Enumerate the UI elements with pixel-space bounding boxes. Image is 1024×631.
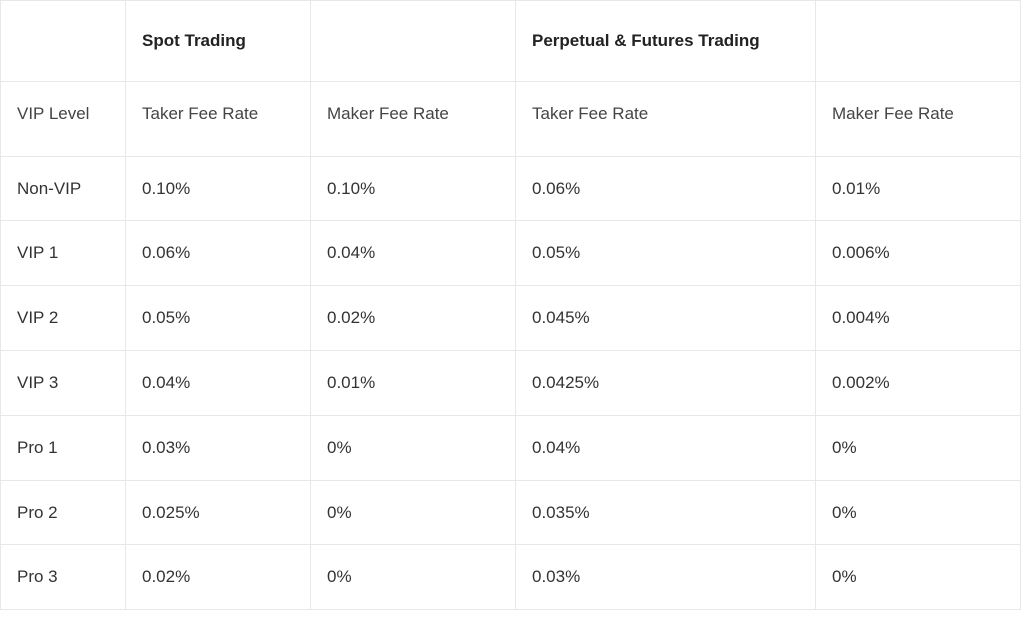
category-header-spot: Spot Trading	[126, 1, 311, 82]
cell-level: VIP 2	[1, 286, 126, 351]
table-row: Pro 3 0.02% 0% 0.03% 0%	[1, 545, 1021, 610]
cell-value: 0.10%	[126, 156, 311, 221]
cell-value: 0.035%	[516, 480, 816, 545]
category-header-perp: Perpetual & Futures Trading	[516, 1, 816, 82]
table-row: Pro 2 0.025% 0% 0.035% 0%	[1, 480, 1021, 545]
cell-value: 0.025%	[126, 480, 311, 545]
cell-level: Non-VIP	[1, 156, 126, 221]
category-header-cell	[816, 1, 1021, 82]
cell-value: 0.06%	[126, 221, 311, 286]
cell-value: 0.03%	[126, 415, 311, 480]
cell-value: 0.045%	[516, 286, 816, 351]
table-row: Pro 1 0.03% 0% 0.04% 0%	[1, 415, 1021, 480]
table-row: VIP 2 0.05% 0.02% 0.045% 0.004%	[1, 286, 1021, 351]
cell-value: 0.03%	[516, 545, 816, 610]
category-header-cell	[1, 1, 126, 82]
cell-value: 0%	[311, 480, 516, 545]
category-header-row: Spot Trading Perpetual & Futures Trading	[1, 1, 1021, 82]
col-spot-maker: Maker Fee Rate	[311, 81, 516, 156]
cell-value: 0.05%	[126, 286, 311, 351]
cell-value: 0.002%	[816, 350, 1021, 415]
cell-value: 0.04%	[311, 221, 516, 286]
cell-level: VIP 1	[1, 221, 126, 286]
cell-value: 0.02%	[126, 545, 311, 610]
cell-value: 0.004%	[816, 286, 1021, 351]
col-perp-maker: Maker Fee Rate	[816, 81, 1021, 156]
cell-value: 0%	[816, 415, 1021, 480]
table-row: VIP 1 0.06% 0.04% 0.05% 0.006%	[1, 221, 1021, 286]
cell-value: 0%	[311, 415, 516, 480]
cell-value: 0%	[816, 480, 1021, 545]
cell-value: 0.01%	[816, 156, 1021, 221]
table-row: Non-VIP 0.10% 0.10% 0.06% 0.01%	[1, 156, 1021, 221]
col-perp-taker: Taker Fee Rate	[516, 81, 816, 156]
cell-value: 0.05%	[516, 221, 816, 286]
category-header-cell	[311, 1, 516, 82]
cell-value: 0.04%	[126, 350, 311, 415]
cell-level: Pro 2	[1, 480, 126, 545]
col-spot-taker: Taker Fee Rate	[126, 81, 311, 156]
cell-value: 0.04%	[516, 415, 816, 480]
cell-value: 0.02%	[311, 286, 516, 351]
sub-header-row: VIP Level Taker Fee Rate Maker Fee Rate …	[1, 81, 1021, 156]
cell-value: 0%	[816, 545, 1021, 610]
cell-value: 0.0425%	[516, 350, 816, 415]
cell-level: Pro 3	[1, 545, 126, 610]
cell-value: 0.06%	[516, 156, 816, 221]
cell-value: 0.01%	[311, 350, 516, 415]
table-row: VIP 3 0.04% 0.01% 0.0425% 0.002%	[1, 350, 1021, 415]
cell-value: 0.006%	[816, 221, 1021, 286]
cell-level: VIP 3	[1, 350, 126, 415]
cell-level: Pro 1	[1, 415, 126, 480]
col-vip-level: VIP Level	[1, 81, 126, 156]
fee-table: Spot Trading Perpetual & Futures Trading…	[0, 0, 1021, 610]
cell-value: 0%	[311, 545, 516, 610]
cell-value: 0.10%	[311, 156, 516, 221]
